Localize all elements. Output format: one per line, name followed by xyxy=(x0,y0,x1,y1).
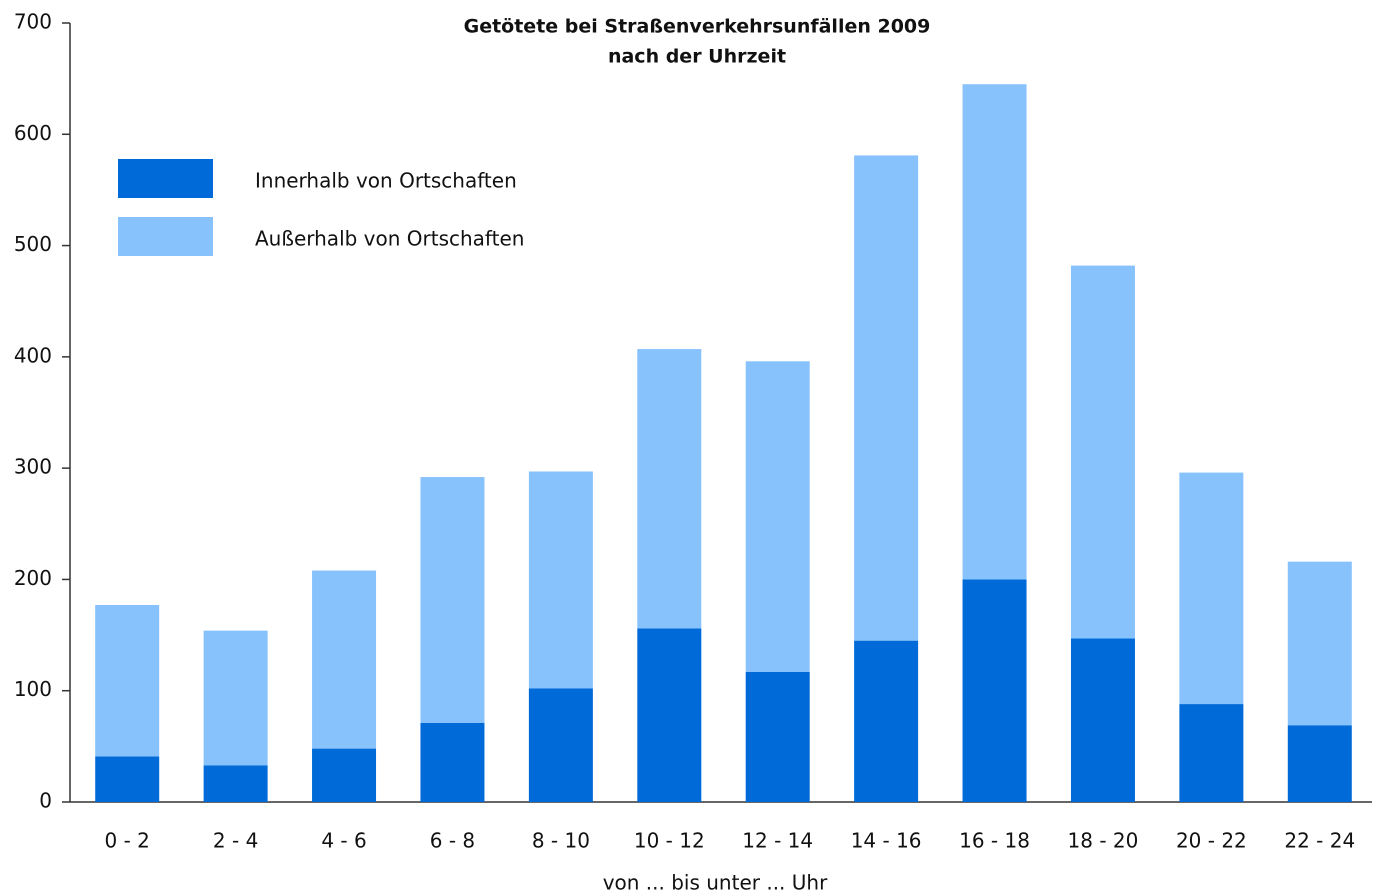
x-tick-label: 6 - 8 xyxy=(430,829,475,853)
chart-subtitle: nach der Uhrzeit xyxy=(608,46,786,68)
legend-swatch xyxy=(118,159,213,198)
bar-segment xyxy=(420,477,485,723)
bar-segment xyxy=(312,748,377,802)
bar-segment xyxy=(95,756,160,802)
x-axis-label: von ... bis unter ... Uhr xyxy=(603,871,828,895)
bar-segment xyxy=(203,630,268,766)
x-tick-label: 16 - 18 xyxy=(959,829,1030,853)
bar-segment xyxy=(962,579,1027,802)
bar-segment xyxy=(637,628,702,802)
bar-segment xyxy=(1287,561,1352,726)
bar-segment xyxy=(528,688,593,802)
bar-segment xyxy=(1179,704,1244,802)
y-tick-label: 700 xyxy=(14,10,52,34)
x-tick-label: 8 - 10 xyxy=(532,829,590,853)
y-tick-label: 300 xyxy=(14,455,52,479)
bar-segment xyxy=(745,361,810,672)
x-tick-label: 18 - 20 xyxy=(1068,829,1139,853)
x-tick-label: 14 - 16 xyxy=(851,829,922,853)
y-tick-label: 400 xyxy=(14,343,52,367)
bar-segment xyxy=(854,155,919,641)
chart-title: Getötete bei Straßenverkehrsunfällen 200… xyxy=(464,16,931,38)
legend-label: Innerhalb von Ortschaften xyxy=(255,169,517,193)
legend-label: Außerhalb von Ortschaften xyxy=(255,227,524,251)
bar-segment xyxy=(1179,472,1244,705)
bar-segment xyxy=(637,349,702,629)
y-tick-label: 600 xyxy=(14,121,52,145)
x-tick-label: 22 - 24 xyxy=(1284,829,1355,853)
x-tick-label: 4 - 6 xyxy=(321,829,366,853)
y-tick-label: 0 xyxy=(39,789,52,813)
bar-segment xyxy=(854,640,919,802)
bar-segment xyxy=(203,765,268,802)
x-tick-label: 10 - 12 xyxy=(634,829,705,853)
y-tick-label: 200 xyxy=(14,566,52,590)
bar-segment xyxy=(420,722,485,802)
bar-segment xyxy=(1070,265,1135,639)
bar-segment xyxy=(528,471,593,689)
bar-segment xyxy=(312,570,377,749)
y-tick-label: 500 xyxy=(14,232,52,256)
x-tick-label: 12 - 14 xyxy=(742,829,813,853)
bar-segment xyxy=(962,84,1027,580)
bar-segment xyxy=(95,605,160,757)
x-tick-label: 2 - 4 xyxy=(213,829,258,853)
bar-segment xyxy=(1070,638,1135,802)
x-tick-label: 0 - 2 xyxy=(105,829,150,853)
bar-segment xyxy=(745,671,810,802)
bar-segment xyxy=(1287,725,1352,802)
y-tick-label: 100 xyxy=(14,677,52,701)
x-tick-label: 20 - 22 xyxy=(1176,829,1247,853)
legend-swatch xyxy=(118,217,213,256)
